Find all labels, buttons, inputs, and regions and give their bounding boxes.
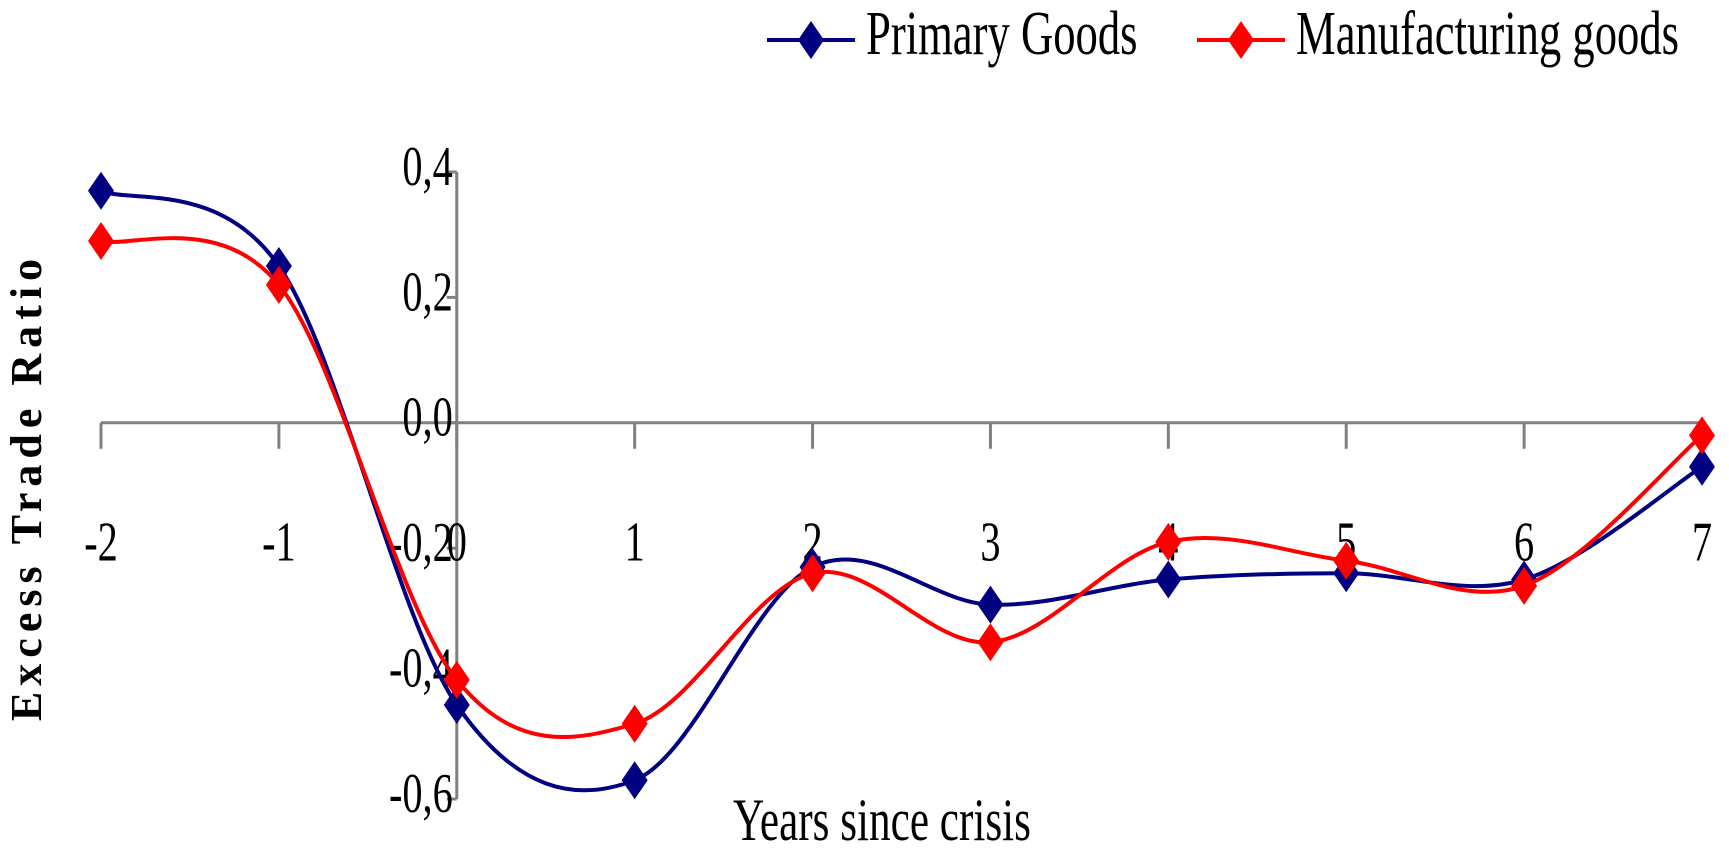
series-line xyxy=(100,188,1704,793)
y-tick-label: 0,0 xyxy=(402,386,452,448)
y-tick-label: 0,2 xyxy=(402,261,452,323)
x-tick-label: -2 xyxy=(84,511,118,573)
data-point xyxy=(977,623,1004,662)
data-point xyxy=(621,761,648,800)
data-point xyxy=(1689,447,1715,486)
y-tick-label: 0,4 xyxy=(402,136,452,198)
x-tick-label: 6 xyxy=(1514,511,1534,573)
x-tick-label: 7 xyxy=(1692,511,1712,573)
data-point xyxy=(1511,566,1538,605)
data-point xyxy=(443,660,470,699)
legend-label: Primary Goods xyxy=(866,0,1138,68)
x-tick-label: 0 xyxy=(447,511,467,573)
legend-label: Manufacturing goods xyxy=(1296,0,1679,68)
y-tick-label: -0,4 xyxy=(389,637,453,699)
data-point xyxy=(443,685,470,724)
data-point xyxy=(265,265,292,304)
data-point xyxy=(799,554,826,593)
data-point xyxy=(88,171,114,210)
x-tick-label: 1 xyxy=(625,511,645,573)
y-axis-title: Excess Trade Ratio xyxy=(2,253,51,721)
legend-marker xyxy=(798,21,824,59)
data-point xyxy=(1155,522,1182,561)
data-point xyxy=(88,221,114,260)
data-point xyxy=(977,585,1004,624)
data-point xyxy=(1333,541,1360,580)
data-point xyxy=(621,704,648,743)
data-point xyxy=(1689,416,1715,455)
legend-marker xyxy=(1228,21,1254,59)
y-tick-label: -0,6 xyxy=(389,763,453,825)
x-tick-label: -1 xyxy=(262,511,296,573)
x-tick-label: 3 xyxy=(980,511,1000,573)
series-line xyxy=(100,236,1704,740)
data-point xyxy=(1155,560,1182,599)
x-axis-title: Years since crisis xyxy=(733,787,1031,854)
